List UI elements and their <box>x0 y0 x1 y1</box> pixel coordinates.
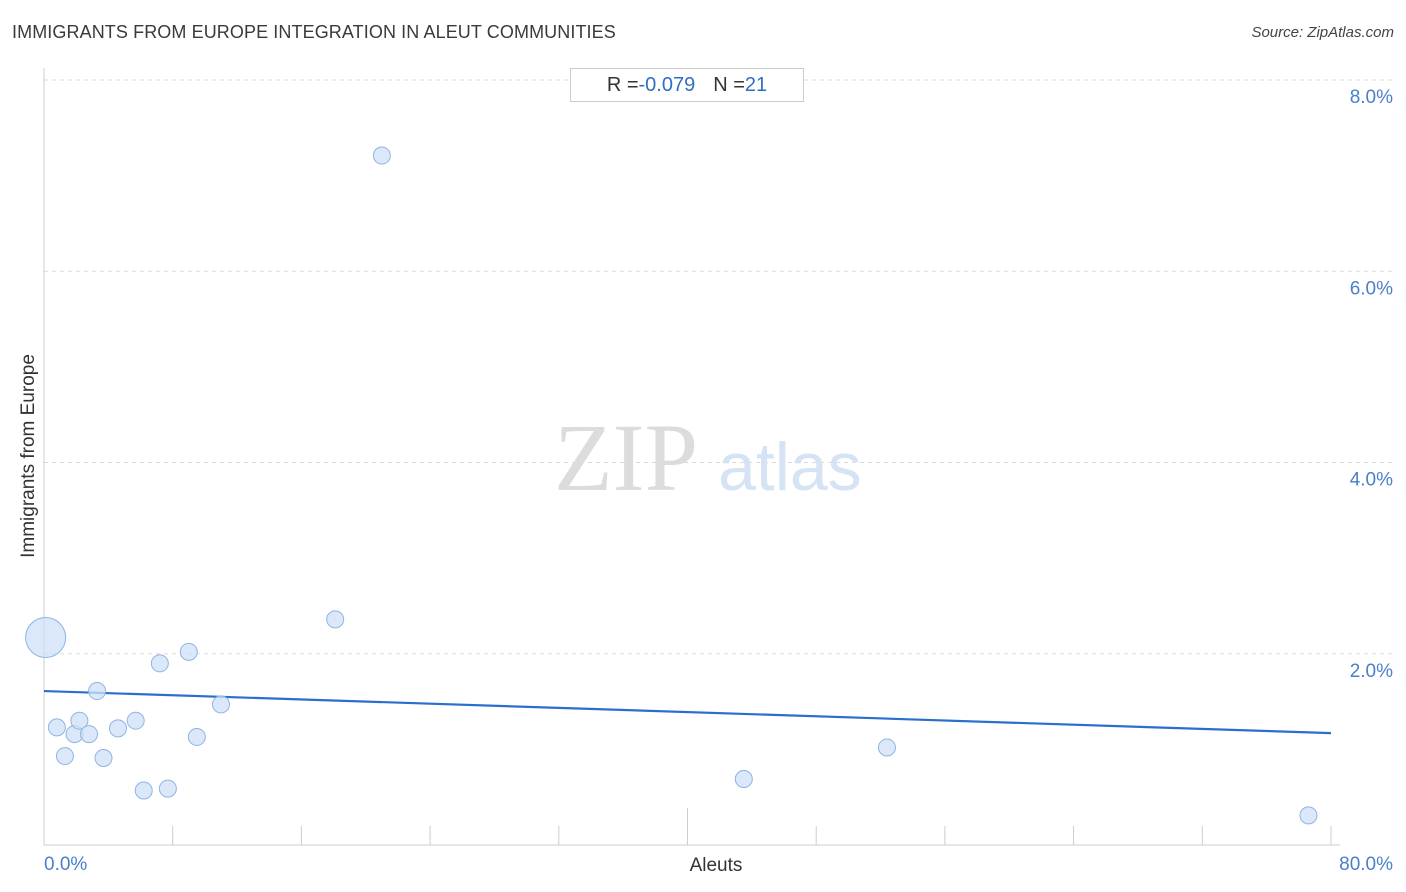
y-tick-label: 2.0% <box>1350 661 1393 682</box>
data-point <box>134 781 153 800</box>
data-point <box>109 719 128 738</box>
trendline <box>43 689 1332 735</box>
stats-box: R = -0.079 N = 21 <box>570 68 804 102</box>
n-label: N = <box>713 73 745 96</box>
watermark-zip: ZIP <box>554 404 698 511</box>
r-label: R = <box>606 73 639 96</box>
data-point <box>25 616 67 658</box>
data-point <box>211 695 230 714</box>
watermark-atlas: atlas <box>718 429 862 505</box>
y-tick-label: 4.0% <box>1350 470 1393 491</box>
data-point <box>70 711 89 730</box>
trendline-group <box>43 689 1332 735</box>
data-point <box>179 642 198 661</box>
data-point <box>158 779 177 798</box>
data-point <box>150 654 169 673</box>
data-point <box>326 610 345 629</box>
data-point <box>734 770 753 789</box>
y-tick-label: 6.0% <box>1350 278 1393 299</box>
data-point <box>80 725 99 744</box>
y-axis-label: Immigrants from Europe <box>18 354 39 558</box>
data-point <box>47 718 66 737</box>
data-point <box>126 711 145 730</box>
x-tick-label: 0.0% <box>44 854 87 875</box>
x-axis-label: Aleuts <box>690 855 743 876</box>
gridlines <box>44 79 1392 655</box>
points-group <box>25 146 1318 825</box>
data-point <box>55 747 74 766</box>
y-tick-label: 8.0% <box>1350 87 1393 108</box>
data-point <box>94 748 113 767</box>
data-point <box>88 682 107 701</box>
n-value: 21 <box>744 73 768 96</box>
chart-title: IMMIGRANTS FROM EUROPE INTEGRATION IN AL… <box>12 22 616 42</box>
x-tick-label: 80.0% <box>1339 854 1393 875</box>
data-point <box>372 146 391 165</box>
data-point <box>187 727 206 746</box>
tick-labels: 2.0% 4.0% 6.0% 8.0% 0.0% 80.0% <box>44 87 1393 875</box>
data-point <box>877 738 896 757</box>
chart-source: Source: ZipAtlas.com <box>1251 24 1394 41</box>
axes <box>43 68 1340 846</box>
data-point <box>1299 806 1318 825</box>
r-value: -0.079 <box>638 73 696 96</box>
